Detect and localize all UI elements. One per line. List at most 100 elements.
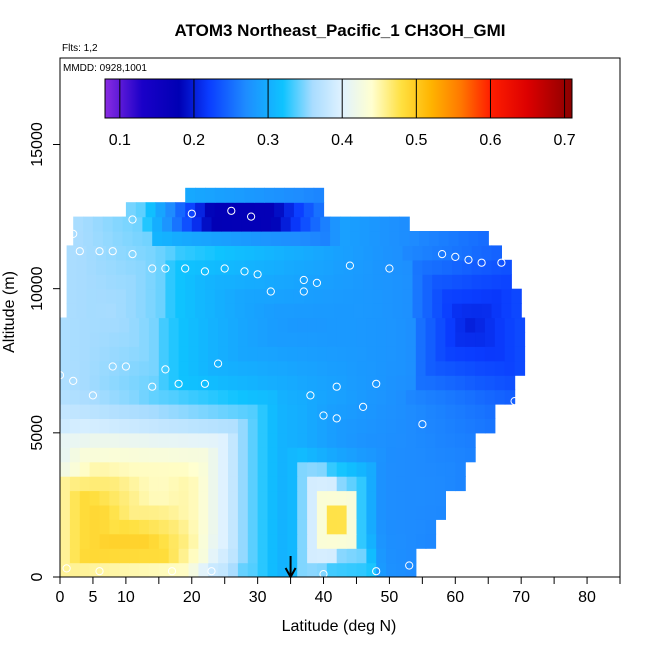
heatmap-cell (356, 562, 367, 577)
heatmap-cell (112, 231, 124, 246)
heatmap-cell (109, 375, 120, 391)
heatmap-cell (109, 346, 120, 362)
heatmap-cell (346, 360, 358, 376)
heatmap-cell (208, 418, 219, 434)
heatmap-cell (195, 288, 206, 304)
heatmap-cell (287, 331, 298, 347)
heatmap-cell (445, 418, 456, 434)
heatmap-cell (303, 202, 315, 218)
heatmap-cell (307, 375, 318, 391)
heatmap-cell (168, 346, 180, 362)
heatmap-cell (119, 562, 130, 577)
heatmap-cell (455, 360, 466, 376)
heatmap-cell (158, 404, 170, 419)
heatmap-cell (336, 562, 348, 577)
heatmap-cell (165, 202, 176, 218)
heatmap-cell (168, 476, 180, 492)
heatmap-cell (264, 202, 275, 218)
heatmap-cell (514, 346, 526, 362)
heatmap-cell (254, 187, 265, 203)
heatmap-cell (386, 548, 397, 564)
heatmap-cell (69, 404, 81, 419)
heatmap-cell (445, 476, 456, 492)
heatmap-cell (379, 231, 390, 246)
heatmap-cell (178, 317, 190, 333)
heatmap-cell (244, 288, 255, 304)
heatmap-cell (287, 432, 298, 448)
data-point-31 (299, 275, 308, 285)
heatmap-cell (432, 274, 443, 290)
heatmap-cell (320, 231, 331, 246)
heatmap-cell (422, 288, 433, 304)
heatmap-cell (366, 476, 377, 492)
heatmap-cell (119, 331, 130, 347)
heatmap-cell (307, 548, 318, 564)
heatmap-cell (99, 490, 110, 506)
heatmap-cell (237, 490, 249, 506)
heatmap-cell (234, 259, 246, 275)
heatmap-cell (303, 274, 315, 290)
colorbar: 0.1 0.2 0.3 0.4 0.5 0.6 0.7 (104, 78, 576, 149)
heatmap-cell (336, 404, 348, 419)
heatmap-cell (316, 346, 328, 362)
heatmap-cell (92, 231, 104, 246)
heatmap-cell (204, 187, 216, 203)
heatmap-cell (188, 562, 199, 577)
heatmap-cell (455, 375, 466, 391)
heatmap-cell (257, 432, 269, 448)
heatmap-cell (376, 533, 387, 549)
heatmap-cell (307, 418, 318, 434)
heatmap-cell (326, 418, 338, 434)
heatmap-cell (435, 461, 446, 477)
heatmap-cell (60, 447, 71, 463)
data-point-22 (200, 379, 209, 388)
heatmap-cell (175, 288, 186, 304)
heatmap-cell (79, 432, 91, 448)
heatmap-cell (346, 331, 358, 347)
heatmap-cell (142, 231, 153, 246)
heatmap-cell (247, 461, 259, 477)
heatmap-cell (343, 288, 354, 304)
data-point-24 (214, 359, 223, 368)
heatmap-cell (484, 375, 496, 391)
heatmap-cell (69, 317, 81, 333)
heatmap-cell (376, 519, 387, 535)
heatmap-cell (119, 346, 130, 362)
heatmap-cell (287, 533, 298, 549)
heatmap-cell (382, 259, 394, 275)
heatmap-cell (148, 447, 160, 463)
data-point-17 (167, 567, 177, 576)
heatmap-cell (336, 490, 348, 506)
heatmap-cell (386, 562, 397, 577)
heatmap-cell (86, 288, 97, 304)
heatmap-cell (139, 447, 150, 463)
heatmap-cell (257, 331, 269, 347)
data-point-29 (253, 270, 262, 279)
heatmap-cell (465, 404, 476, 419)
heatmap-cell (461, 274, 473, 290)
heatmap-cell (129, 461, 140, 477)
data-point-11 (128, 250, 137, 259)
heatmap-cell (382, 303, 394, 319)
heatmap-cell (386, 418, 397, 434)
heatmap-cell (208, 490, 219, 506)
heatmap-cell (267, 331, 278, 347)
heatmap-cell (129, 476, 140, 492)
heatmap-cell (224, 259, 236, 275)
heatmap-cell (336, 461, 348, 477)
heatmap-cell (237, 317, 249, 333)
heatmap-cell (198, 533, 209, 549)
heatmap-cell (320, 216, 331, 232)
heatmap-cell (326, 533, 338, 549)
heatmap-cell (346, 418, 358, 434)
heatmap-cell (247, 548, 259, 564)
heatmap-cell (277, 504, 288, 520)
heatmap-cell (122, 231, 134, 246)
heatmap-cell (415, 418, 427, 434)
heatmap-cell (145, 303, 157, 319)
heatmap-cell (228, 447, 239, 463)
heatmap-cell (148, 346, 160, 362)
heatmap-cell (89, 346, 101, 362)
heatmap-cell (270, 231, 282, 246)
heatmap-cell (330, 216, 341, 232)
